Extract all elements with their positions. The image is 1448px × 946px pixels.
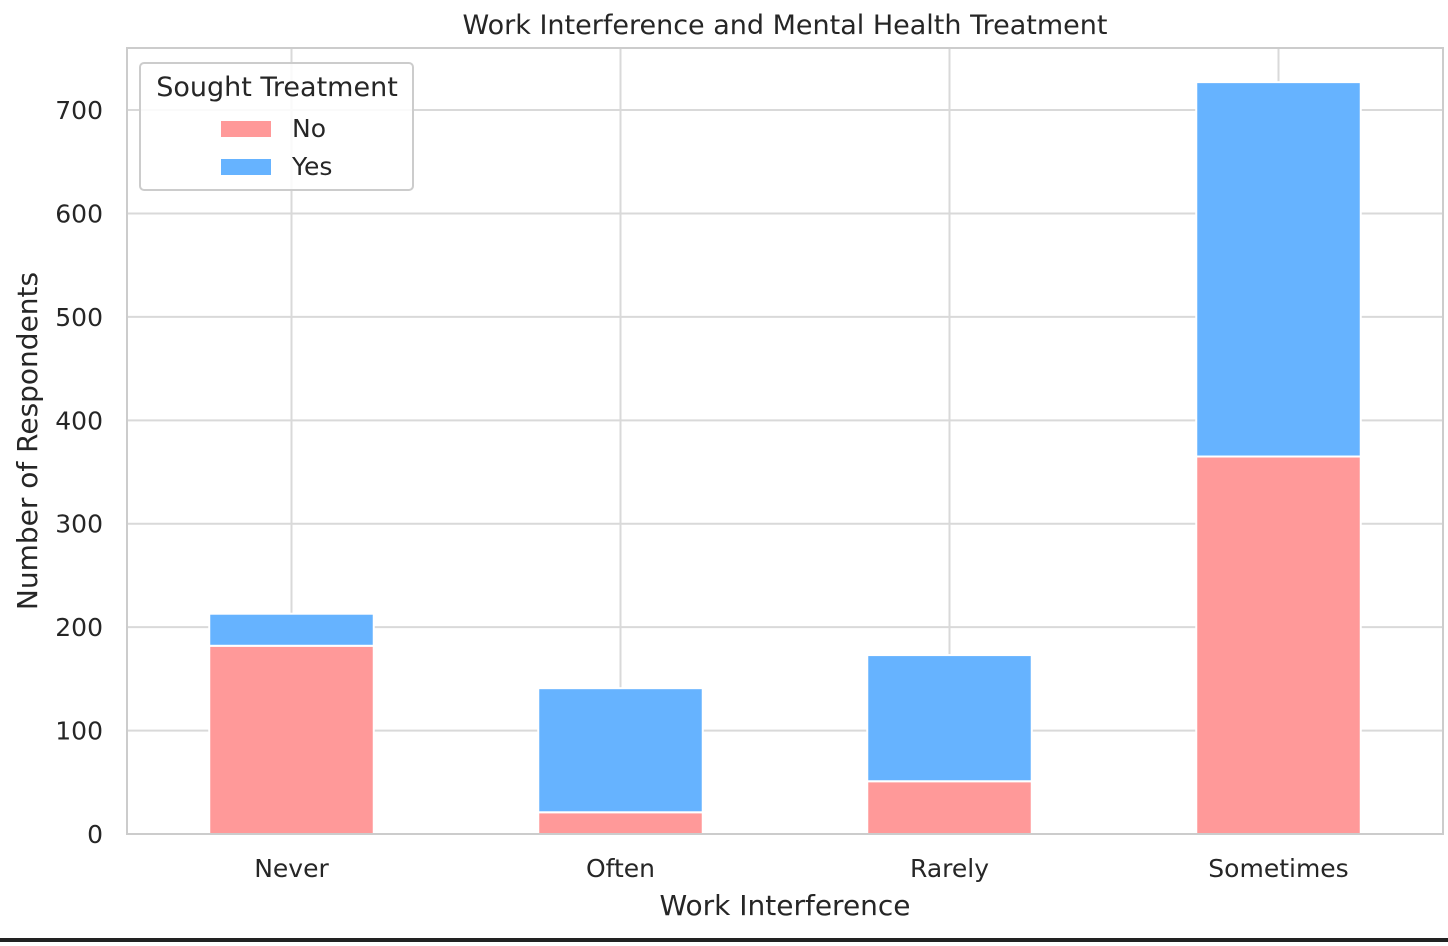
bar-no-never — [208, 644, 375, 835]
bar-no-sometimes — [1195, 455, 1362, 835]
plot-frame — [126, 47, 1444, 835]
x-tick-label: Never — [254, 854, 329, 883]
y-axis-label: Number of Respondents — [11, 272, 44, 610]
bottom-divider — [0, 938, 1448, 942]
ticks-layer: 0 100 200 300 400 500 600 700 Never Often Rarely So… — [55, 96, 1348, 883]
y-tick-label: 500 — [55, 303, 103, 332]
bar-no-often — [537, 811, 704, 835]
y-tick-label: 100 — [55, 717, 103, 746]
legend-swatch-no — [221, 121, 271, 137]
y-tick-label: 200 — [55, 613, 103, 642]
x-tick-label: Rarely — [910, 854, 989, 883]
x-tick-label: Often — [586, 854, 655, 883]
legend-box — [139, 62, 414, 191]
legend-title: Sought Treatment — [156, 72, 398, 103]
y-tick-label: 400 — [55, 406, 103, 435]
chart-title: Work Interference and Mental Health Trea… — [463, 10, 1108, 41]
legend-swatch-yes — [221, 159, 271, 175]
bar-no-rarely — [866, 780, 1033, 835]
y-tick-label: 300 — [55, 510, 103, 539]
legend-label-yes: Yes — [291, 152, 332, 181]
legend: Sought Treatment No Yes — [139, 62, 414, 191]
bar-yes-never — [208, 612, 375, 647]
bar-yes-sometimes — [1195, 81, 1362, 458]
x-axis-label: Work Interference — [659, 889, 910, 922]
y-tick-label: 700 — [55, 96, 103, 125]
bar-yes-often — [537, 687, 704, 814]
y-tick-label: 0 — [87, 820, 103, 849]
bar-yes-rarely — [866, 654, 1033, 783]
legend-label-no: No — [292, 114, 326, 143]
y-tick-label: 600 — [55, 199, 103, 228]
x-tick-label: Sometimes — [1208, 854, 1348, 883]
bars-layer — [208, 81, 1362, 835]
